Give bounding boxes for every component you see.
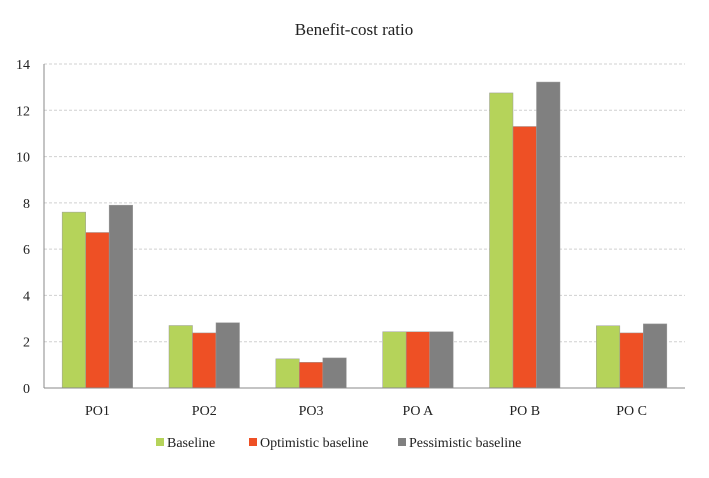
chart-title: Benefit-cost ratio [295, 20, 414, 39]
x-tick-labels: PO1 PO2 PO3 PO A PO B PO C [85, 404, 647, 419]
x-tick-label: PO B [509, 404, 540, 419]
bar-optimistic-baseline-po3 [299, 362, 324, 389]
x-tick-label: PO1 [85, 404, 110, 419]
bar-baseline-po3 [275, 358, 300, 389]
bar-optimistic-baseline-po2 [192, 332, 217, 389]
bar-optimistic-baseline-po-b [512, 126, 537, 389]
legend-swatch [156, 438, 164, 446]
y-tick-label: 10 [16, 151, 30, 166]
bar-baseline-po-b [489, 92, 514, 389]
bar-optimistic-baseline-po-c [619, 332, 644, 389]
bar-pessimistic-baseline-po2 [215, 322, 240, 389]
bar-pessimistic-baseline-po-a [429, 331, 454, 389]
legend-label: Baseline [167, 436, 215, 451]
bar-baseline-po1 [61, 211, 86, 389]
y-tick-label: 8 [23, 197, 30, 212]
y-tick-label: 2 [23, 336, 30, 351]
y-tick-label: 6 [23, 243, 30, 258]
x-tick-label: PO A [403, 404, 435, 419]
legend-label: Optimistic baseline [260, 436, 368, 451]
y-tick-labels: 0 2 4 6 8 10 12 14 [16, 58, 30, 397]
y-tick-label: 14 [16, 58, 30, 73]
bar-optimistic-baseline-po-a [405, 331, 430, 389]
legend: Baseline Optimistic baseline Pessimistic b… [156, 436, 521, 451]
bar-baseline-po2 [168, 325, 193, 389]
legend-swatch [249, 438, 257, 446]
axes [43, 64, 685, 389]
y-tick-label: 12 [16, 104, 30, 119]
y-tick-label: 0 [23, 382, 30, 397]
x-tick-label: PO2 [192, 404, 217, 419]
bar-baseline-po-a [382, 331, 407, 389]
bar-optimistic-baseline-po1 [85, 232, 110, 389]
x-tick-label: PO C [616, 404, 647, 419]
legend-label: Pessimistic baseline [409, 436, 521, 451]
bar-pessimistic-baseline-po-b [536, 81, 561, 389]
gridlines [44, 63, 685, 343]
y-tick-label: 4 [23, 289, 30, 304]
bar-pessimistic-baseline-po3 [322, 357, 347, 389]
bar-pessimistic-baseline-po1 [108, 204, 133, 389]
x-tick-label: PO3 [299, 404, 324, 419]
bar-pessimistic-baseline-po-c [643, 323, 668, 389]
bars [61, 81, 668, 389]
legend-swatch [398, 438, 406, 446]
bar-baseline-po-c [596, 325, 621, 389]
